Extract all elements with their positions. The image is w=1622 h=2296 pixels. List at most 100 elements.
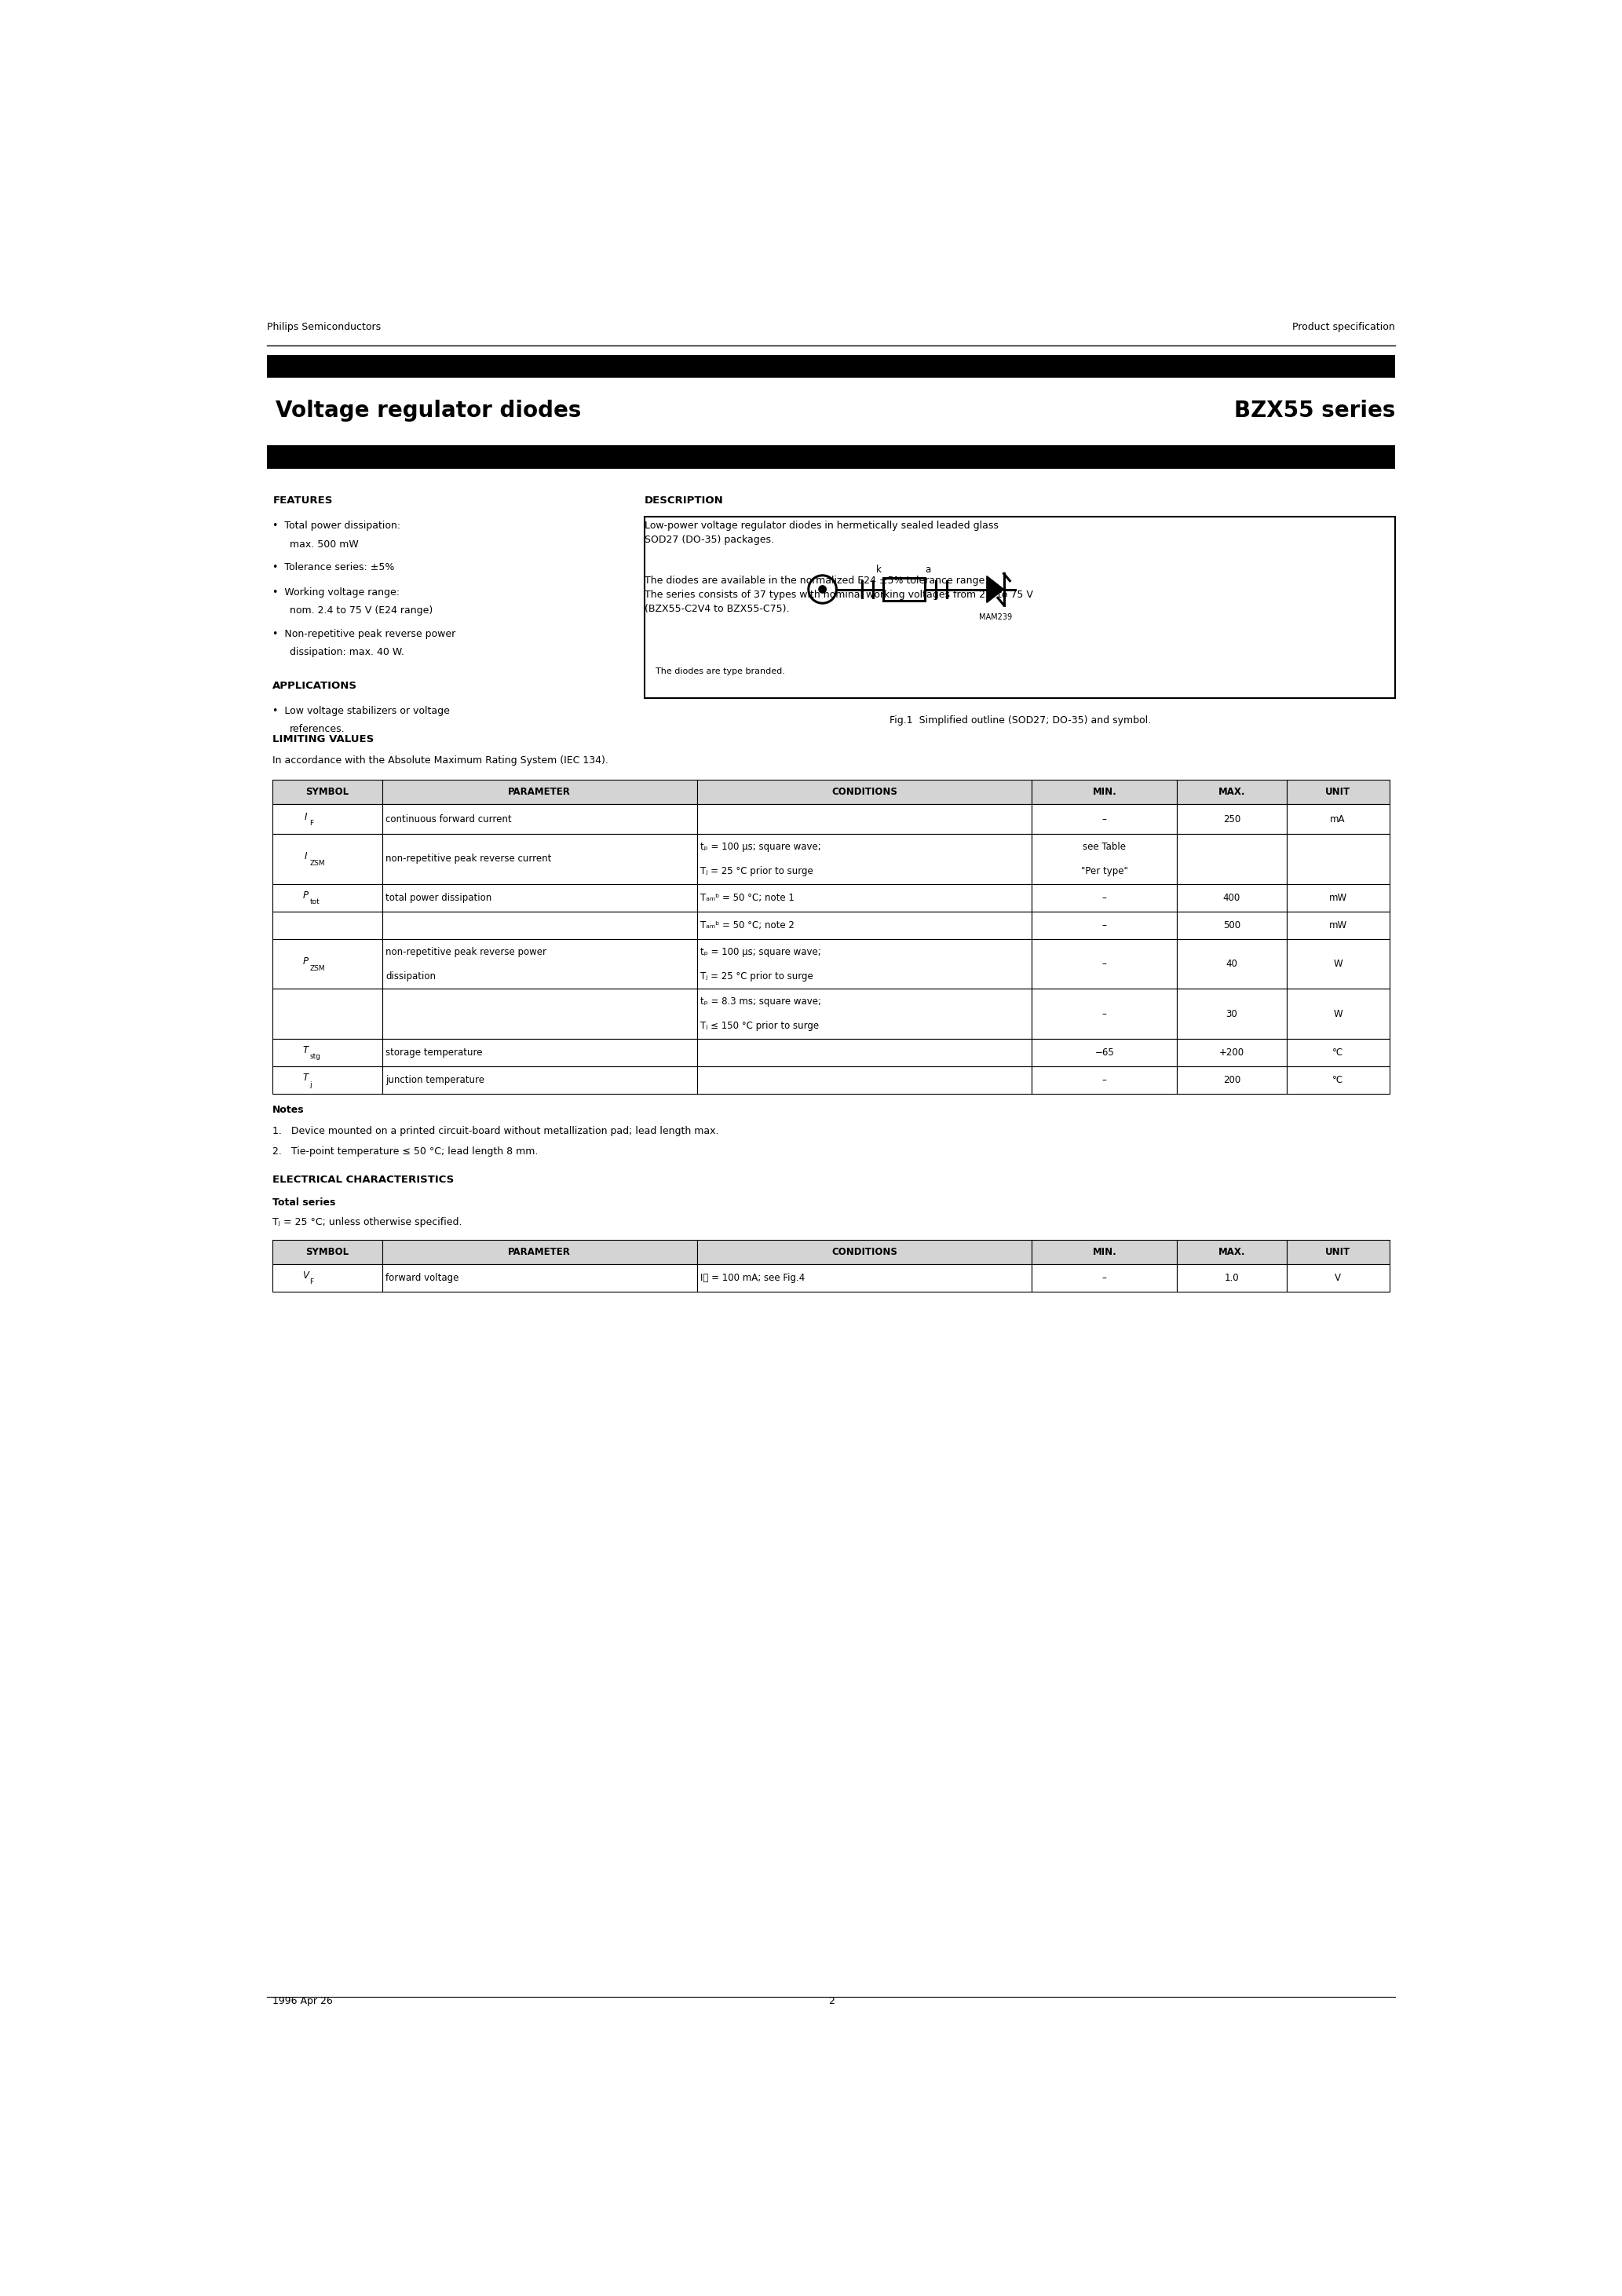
Text: FEATURES: FEATURES xyxy=(272,496,333,505)
Bar xyxy=(383,884,697,912)
Bar xyxy=(1286,833,1388,884)
Bar xyxy=(272,1240,383,1265)
Text: V: V xyxy=(302,1270,308,1281)
Bar xyxy=(272,1038,383,1065)
Bar xyxy=(272,1265,383,1293)
Bar xyxy=(1032,1038,1178,1065)
Text: Tₐₘᵇ = 50 °C; note 1: Tₐₘᵇ = 50 °C; note 1 xyxy=(701,893,795,902)
Bar xyxy=(1032,884,1178,912)
Text: •  Working voltage range:: • Working voltage range: xyxy=(272,588,401,597)
Bar xyxy=(266,354,1395,379)
Text: UNIT: UNIT xyxy=(1325,1247,1351,1258)
Text: APPLICATIONS: APPLICATIONS xyxy=(272,680,357,691)
Text: 250: 250 xyxy=(1223,815,1241,824)
Text: MAX.: MAX. xyxy=(1218,788,1246,797)
Text: I₟ = 100 mA; see Fig.4: I₟ = 100 mA; see Fig.4 xyxy=(701,1272,805,1283)
Text: −65: −65 xyxy=(1095,1047,1114,1058)
Bar xyxy=(383,990,697,1038)
Bar xyxy=(1178,1065,1286,1095)
Bar xyxy=(1178,1240,1286,1265)
Bar xyxy=(1178,912,1286,939)
Text: continuous forward current: continuous forward current xyxy=(386,815,513,824)
Text: Tⱼ = 25 °C; unless otherwise specified.: Tⱼ = 25 °C; unless otherwise specified. xyxy=(272,1217,462,1226)
Bar xyxy=(1286,781,1388,804)
Text: CONDITIONS: CONDITIONS xyxy=(832,1247,897,1258)
Bar xyxy=(272,884,383,912)
Text: 30: 30 xyxy=(1226,1008,1238,1019)
Text: non-repetitive peak reverse power: non-repetitive peak reverse power xyxy=(386,946,547,957)
Bar xyxy=(383,1240,697,1265)
Text: 2.   Tie-point temperature ≤ 50 °C; lead length 8 mm.: 2. Tie-point temperature ≤ 50 °C; lead l… xyxy=(272,1146,539,1157)
Text: –: – xyxy=(1103,960,1106,969)
Text: –: – xyxy=(1103,921,1106,930)
Bar xyxy=(272,990,383,1038)
Text: MIN.: MIN. xyxy=(1093,788,1116,797)
Text: see Table: see Table xyxy=(1083,840,1126,852)
Text: 500: 500 xyxy=(1223,921,1241,930)
Bar xyxy=(697,833,1032,884)
Text: PARAMETER: PARAMETER xyxy=(508,788,571,797)
Text: 40: 40 xyxy=(1226,960,1238,969)
Text: Tⱼ = 25 °C prior to surge: Tⱼ = 25 °C prior to surge xyxy=(701,971,814,983)
Text: mW: mW xyxy=(1328,921,1346,930)
Bar xyxy=(1178,781,1286,804)
Bar xyxy=(1286,884,1388,912)
Text: MAM239: MAM239 xyxy=(980,613,1012,622)
Text: Voltage regulator diodes: Voltage regulator diodes xyxy=(276,400,581,422)
Text: –: – xyxy=(1103,1272,1106,1283)
Bar xyxy=(697,1065,1032,1095)
Text: forward voltage: forward voltage xyxy=(386,1272,459,1283)
Text: 200: 200 xyxy=(1223,1075,1241,1086)
Bar xyxy=(383,833,697,884)
Text: W: W xyxy=(1333,1008,1343,1019)
Text: –: – xyxy=(1103,1075,1106,1086)
Bar xyxy=(1178,939,1286,990)
Text: T: T xyxy=(303,1072,308,1084)
Text: mW: mW xyxy=(1328,893,1346,902)
Text: non-repetitive peak reverse current: non-repetitive peak reverse current xyxy=(386,854,551,863)
Bar xyxy=(697,1038,1032,1065)
Bar xyxy=(272,939,383,990)
Text: DESCRIPTION: DESCRIPTION xyxy=(644,496,723,505)
Bar xyxy=(1032,990,1178,1038)
Text: I: I xyxy=(305,852,307,861)
Text: Tⱼ = 25 °C prior to surge: Tⱼ = 25 °C prior to surge xyxy=(701,866,814,877)
Bar xyxy=(1032,939,1178,990)
Text: dissipation: dissipation xyxy=(386,971,436,983)
Bar xyxy=(697,1265,1032,1293)
Text: –: – xyxy=(1103,1008,1106,1019)
Bar xyxy=(272,912,383,939)
Text: In accordance with the Absolute Maximum Rating System (IEC 134).: In accordance with the Absolute Maximum … xyxy=(272,755,608,767)
Bar xyxy=(697,884,1032,912)
Text: "Per type": "Per type" xyxy=(1080,866,1127,877)
Bar xyxy=(266,445,1395,468)
Text: tₚ = 8.3 ms; square wave;: tₚ = 8.3 ms; square wave; xyxy=(701,996,822,1006)
Text: °C: °C xyxy=(1332,1075,1343,1086)
Bar xyxy=(644,517,1395,698)
Bar xyxy=(383,939,697,990)
Text: I: I xyxy=(305,810,307,822)
Bar xyxy=(383,781,697,804)
Bar xyxy=(697,939,1032,990)
Text: CONDITIONS: CONDITIONS xyxy=(832,788,897,797)
Bar xyxy=(697,781,1032,804)
Bar xyxy=(1032,1265,1178,1293)
Bar xyxy=(884,579,925,602)
Text: •  Total power dissipation:: • Total power dissipation: xyxy=(272,521,401,530)
Text: Product specification: Product specification xyxy=(1293,321,1395,333)
Polygon shape xyxy=(986,576,1004,602)
Text: P: P xyxy=(303,891,308,900)
Bar xyxy=(697,990,1032,1038)
Text: Fig.1  Simplified outline (SOD27; DO-35) and symbol.: Fig.1 Simplified outline (SOD27; DO-35) … xyxy=(889,714,1150,726)
Bar xyxy=(272,781,383,804)
Text: 1.0: 1.0 xyxy=(1225,1272,1239,1283)
Text: mA: mA xyxy=(1330,815,1346,824)
Text: The diodes are type branded.: The diodes are type branded. xyxy=(655,668,785,675)
Bar xyxy=(1286,804,1388,833)
Bar xyxy=(1032,1065,1178,1095)
Bar xyxy=(1032,804,1178,833)
Bar xyxy=(383,1038,697,1065)
Text: junction temperature: junction temperature xyxy=(386,1075,485,1086)
Text: stg: stg xyxy=(310,1054,321,1061)
Bar xyxy=(272,833,383,884)
